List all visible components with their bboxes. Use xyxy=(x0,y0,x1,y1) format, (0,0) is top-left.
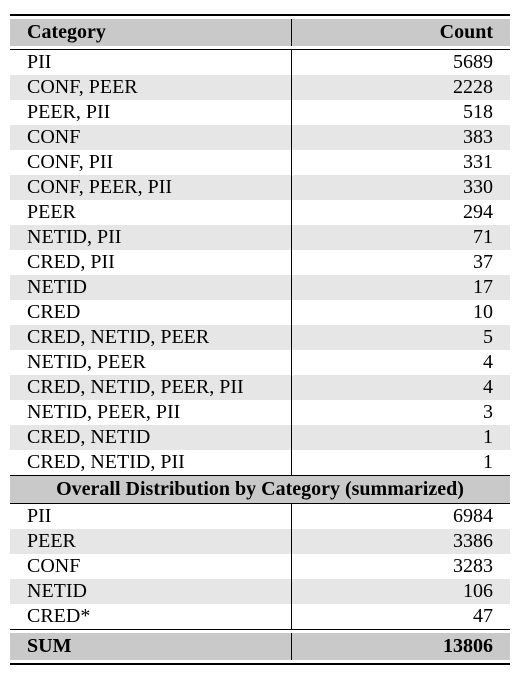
category-cell: PII xyxy=(10,50,292,75)
table-row: CONF 3283 xyxy=(10,554,510,579)
count-cell: 518 xyxy=(463,101,493,123)
category-cell: CRED, NETID xyxy=(10,425,292,450)
count-cell: 294 xyxy=(463,201,493,223)
category-cell: NETID, PEER, PII xyxy=(10,400,292,425)
count-cell: 5689 xyxy=(453,51,493,73)
count-cell: 17 xyxy=(473,276,493,298)
category-cell: CRED xyxy=(10,300,292,325)
category-cell: CRED, PII xyxy=(10,250,292,275)
category-cell: CRED, NETID, PEER xyxy=(10,325,292,350)
count-cell: 6984 xyxy=(453,505,493,527)
summary-rule xyxy=(10,503,510,504)
category-cell: CRED* xyxy=(10,604,292,629)
table-row: CONF 383 xyxy=(10,125,510,150)
count-cell: 4 xyxy=(483,376,493,398)
count-cell: 3283 xyxy=(453,555,493,577)
sum-label: SUM xyxy=(10,633,292,660)
count-cell: 47 xyxy=(473,605,493,627)
table-row: CRED, NETID 1 xyxy=(10,425,510,450)
table-row: CONF, PEER, PII 330 xyxy=(10,175,510,200)
table-body: PII 5689 CONF, PEER 2228 PEER, PII 518 CONF 383… xyxy=(10,50,510,475)
category-cell: CONF xyxy=(10,125,292,150)
count-cell: 330 xyxy=(463,176,493,198)
table-row: NETID 17 xyxy=(10,275,510,300)
category-cell: NETID, PEER xyxy=(10,350,292,375)
count-cell: 1 xyxy=(483,451,493,473)
category-cell: NETID, PII xyxy=(10,225,292,250)
sum-value: 13806 xyxy=(443,635,493,657)
table-row: CRED, NETID, PEER, PII 4 xyxy=(10,375,510,400)
table-row: PII 5689 xyxy=(10,50,510,75)
count-cell: 71 xyxy=(473,226,493,248)
category-cell: PEER xyxy=(10,200,292,225)
table-row: PEER, PII 518 xyxy=(10,100,510,125)
table-row: NETID 106 xyxy=(10,579,510,604)
category-count-table: Category Count PII 5689 CONF, PEER 2228 PEER… xyxy=(10,14,510,665)
table-row: PEER 294 xyxy=(10,200,510,225)
table-row: CRED* 47 xyxy=(10,604,510,629)
table-row: NETID, PII 71 xyxy=(10,225,510,250)
table-row: CRED, NETID, PII 1 xyxy=(10,450,510,475)
category-cell: CONF, PEER xyxy=(10,75,292,100)
count-cell: 2228 xyxy=(453,76,493,98)
table-row: PEER 3386 xyxy=(10,529,510,554)
category-cell: CRED, NETID, PII xyxy=(10,450,292,475)
category-cell: CRED, NETID, PEER, PII xyxy=(10,375,292,400)
category-cell: CONF, PEER, PII xyxy=(10,175,292,200)
section-rule xyxy=(10,475,510,476)
sum-rule xyxy=(10,629,510,630)
count-cell: 3 xyxy=(483,401,493,423)
category-cell: PEER xyxy=(10,529,292,554)
table-row: CRED 10 xyxy=(10,300,510,325)
category-cell: CONF, PII xyxy=(10,150,292,175)
table-row: CRED, NETID, PEER 5 xyxy=(10,325,510,350)
category-cell: CONF xyxy=(10,554,292,579)
count-cell: 37 xyxy=(473,251,493,273)
table-row: NETID, PEER, PII 3 xyxy=(10,400,510,425)
category-cell: NETID xyxy=(10,579,292,604)
count-cell: 10 xyxy=(473,301,493,323)
summary-header-label: Overall Distribution by Category (summar… xyxy=(56,478,464,500)
header-category: Category xyxy=(10,19,292,46)
count-cell: 5 xyxy=(483,326,493,348)
category-cell: NETID xyxy=(10,275,292,300)
category-cell: PII xyxy=(10,504,292,529)
sum-row: SUM 13806 xyxy=(10,633,510,660)
bottom-rule xyxy=(10,663,510,665)
count-cell: 4 xyxy=(483,351,493,373)
table-row: CONF, PII 331 xyxy=(10,150,510,175)
header-rule xyxy=(10,49,510,50)
count-cell: 3386 xyxy=(453,530,493,552)
summary-header: Overall Distribution by Category (summar… xyxy=(10,476,510,503)
table-row: CONF, PEER 2228 xyxy=(10,75,510,100)
table-header: Category Count xyxy=(10,19,510,46)
category-cell: PEER, PII xyxy=(10,100,292,125)
table-row: NETID, PEER 4 xyxy=(10,350,510,375)
count-cell: 1 xyxy=(483,426,493,448)
count-cell: 383 xyxy=(463,126,493,148)
header-count: Count xyxy=(439,21,493,43)
top-rule xyxy=(10,14,510,16)
table-row: PII 6984 xyxy=(10,504,510,529)
table-row: CRED, PII 37 xyxy=(10,250,510,275)
count-cell: 106 xyxy=(463,580,493,602)
summary-body: PII 6984 PEER 3386 CONF 3283 NETID 106 CRED* 47 xyxy=(10,504,510,629)
count-cell: 331 xyxy=(463,151,493,173)
